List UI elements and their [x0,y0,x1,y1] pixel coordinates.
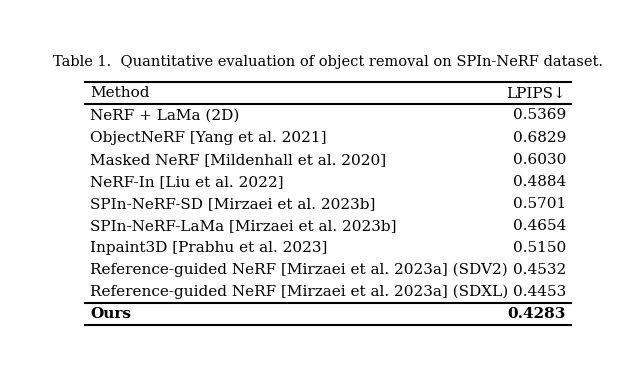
Text: NeRF + LaMa (2D): NeRF + LaMa (2D) [90,109,239,123]
Text: ObjectNeRF [Yang et al. 2021]: ObjectNeRF [Yang et al. 2021] [90,131,326,144]
Text: NeRF-In [Liu et al. 2022]: NeRF-In [Liu et al. 2022] [90,175,284,189]
Text: 0.4654: 0.4654 [513,219,566,233]
Text: 0.4532: 0.4532 [513,263,566,277]
Text: SPIn-NeRF-SD [Mirzaei et al. 2023b]: SPIn-NeRF-SD [Mirzaei et al. 2023b] [90,197,375,211]
Text: 0.5150: 0.5150 [513,241,566,255]
Text: Reference-guided NeRF [Mirzaei et al. 2023a] (SDXL): Reference-guided NeRF [Mirzaei et al. 20… [90,285,508,299]
Text: Method: Method [90,86,149,101]
Text: LPIPS↓: LPIPS↓ [506,86,566,101]
Text: Inpaint3D [Prabhu et al. 2023]: Inpaint3D [Prabhu et al. 2023] [90,241,327,255]
Text: Masked NeRF [Mildenhall et al. 2020]: Masked NeRF [Mildenhall et al. 2020] [90,153,386,166]
Text: 0.4884: 0.4884 [513,175,566,189]
Text: 0.6829: 0.6829 [513,131,566,144]
Text: 0.4453: 0.4453 [513,285,566,299]
Text: 0.4283: 0.4283 [508,307,566,321]
Text: Table 1.  Quantitative evaluation of object removal on SPIn-NeRF dataset.: Table 1. Quantitative evaluation of obje… [53,54,603,69]
Text: 0.5369: 0.5369 [513,109,566,123]
Text: 0.6030: 0.6030 [513,153,566,166]
Text: Reference-guided NeRF [Mirzaei et al. 2023a] (SDV2): Reference-guided NeRF [Mirzaei et al. 20… [90,263,508,277]
Text: SPIn-NeRF-LaMa [Mirzaei et al. 2023b]: SPIn-NeRF-LaMa [Mirzaei et al. 2023b] [90,219,396,233]
Text: Ours: Ours [90,307,131,321]
Text: 0.5701: 0.5701 [513,197,566,211]
